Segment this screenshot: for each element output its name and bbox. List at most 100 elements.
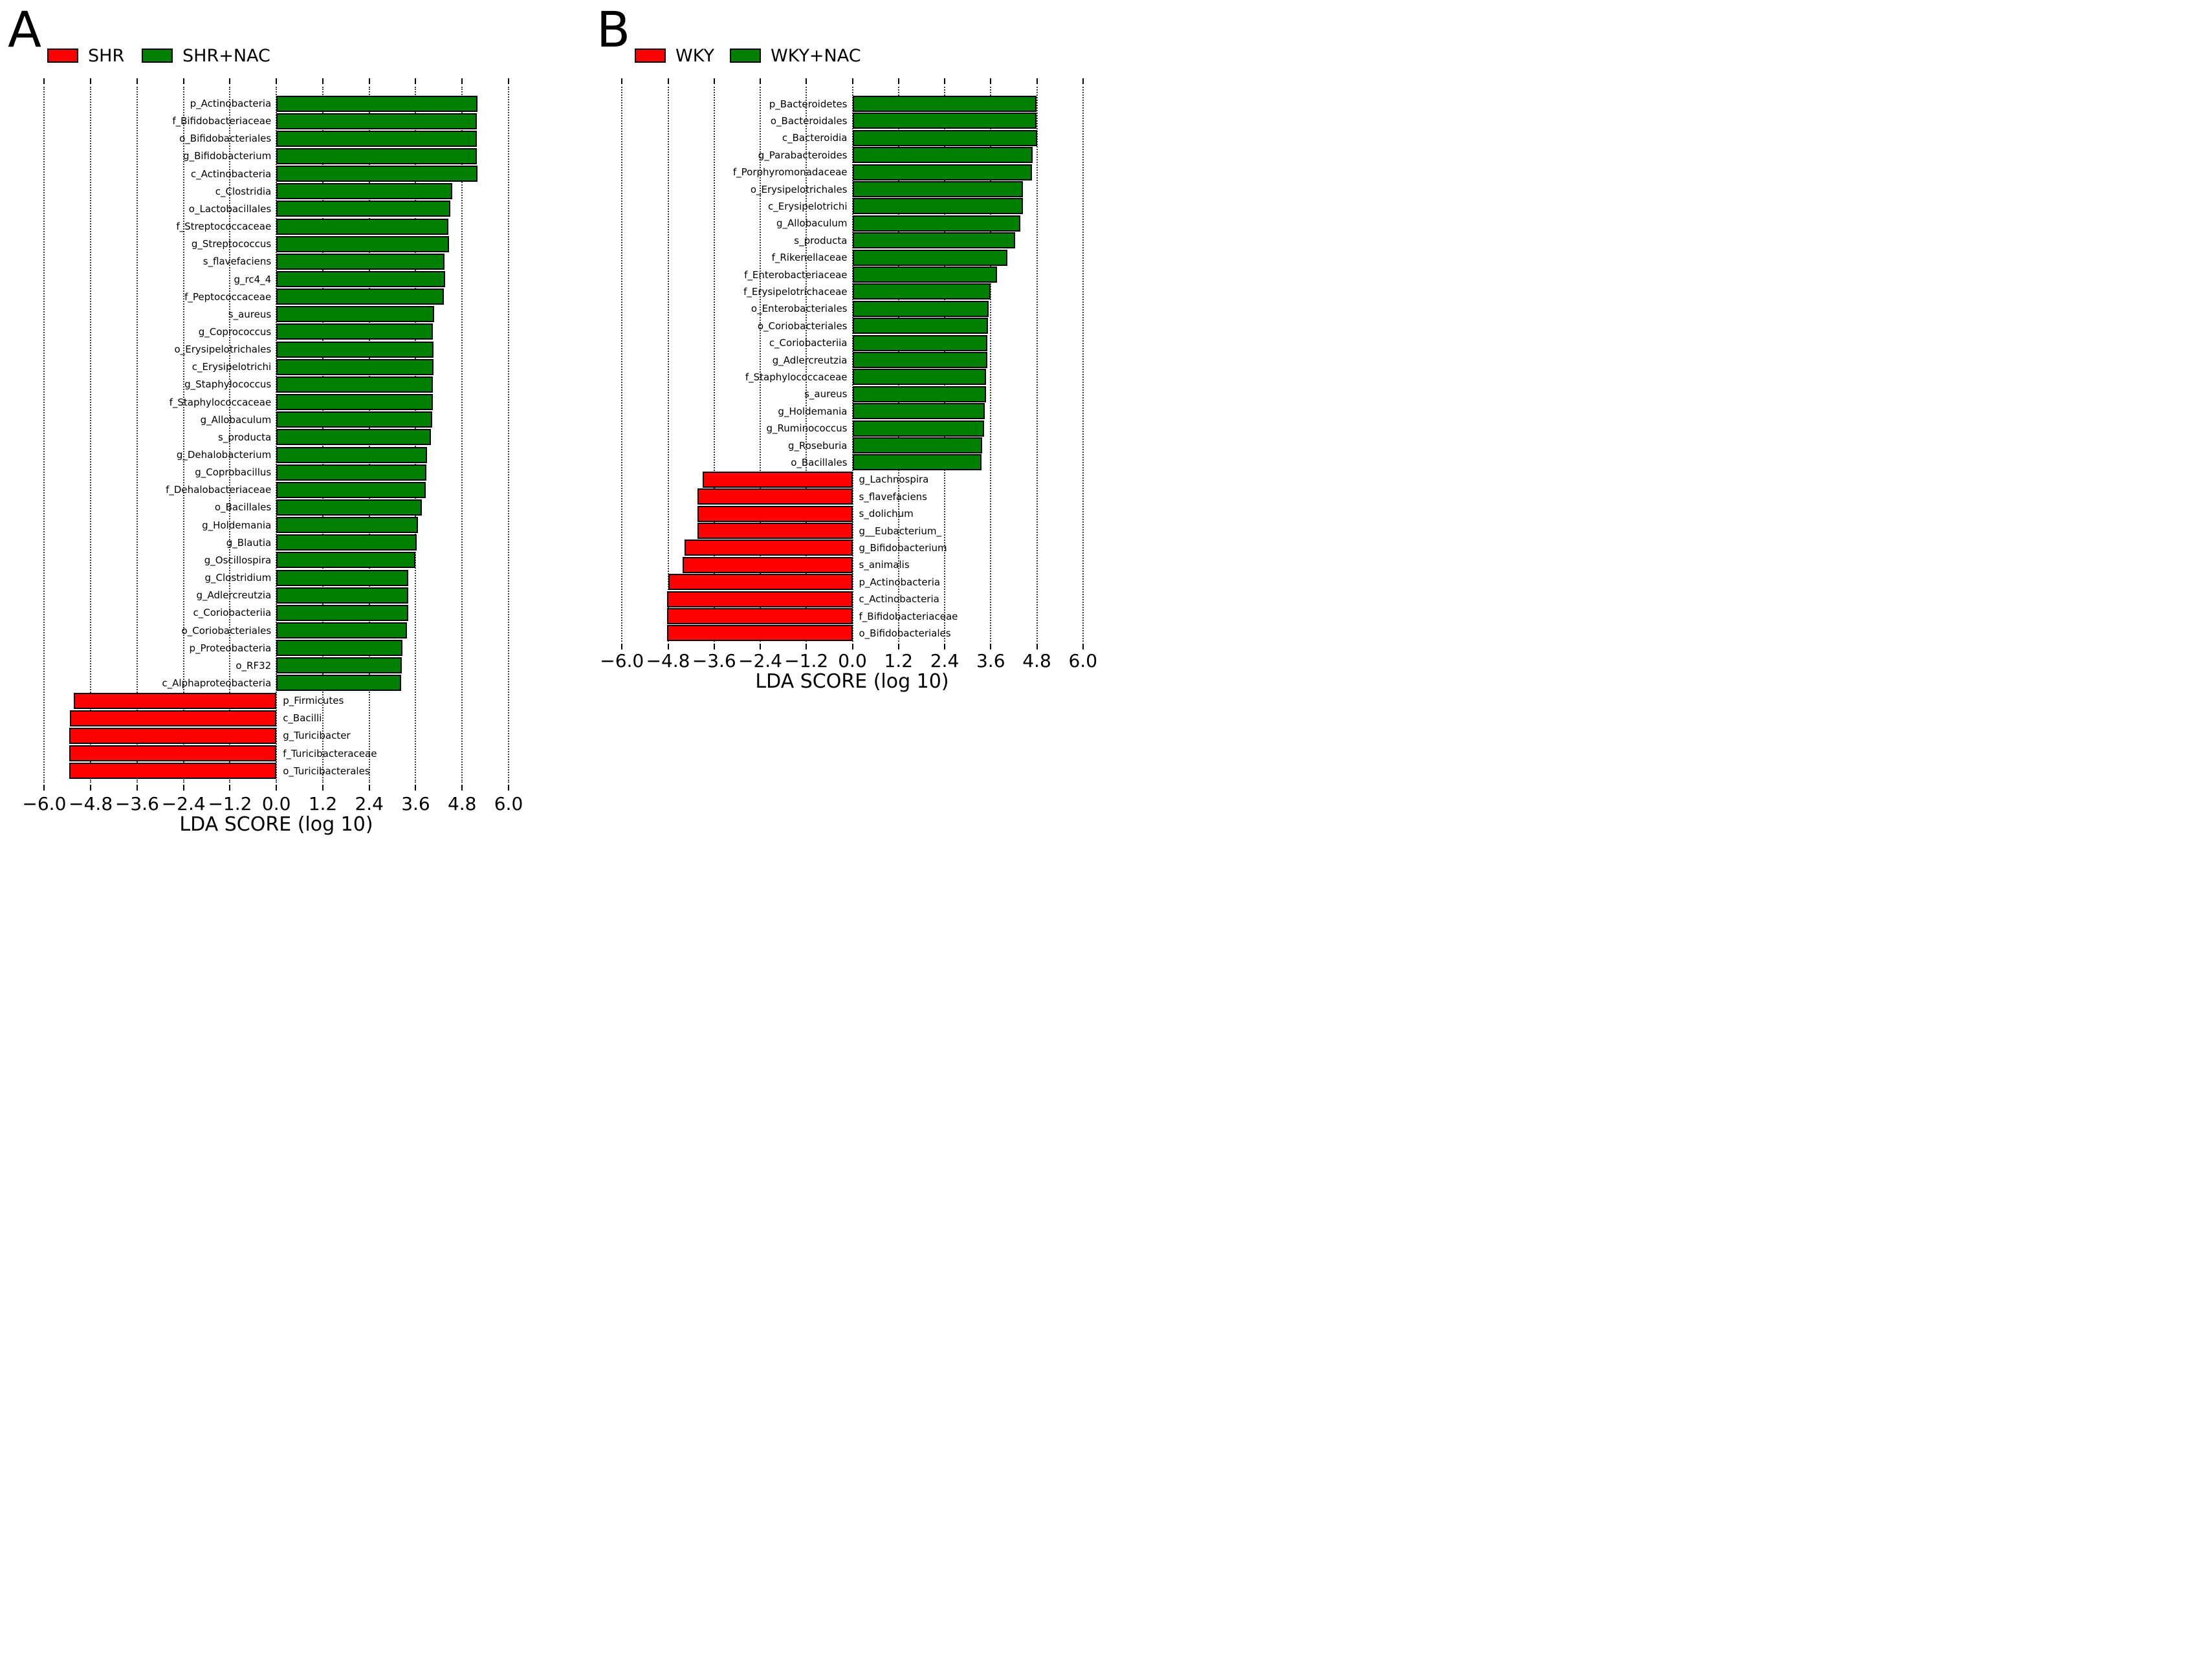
axis-tick-top xyxy=(897,78,899,84)
taxon-label: g_Oscillospira xyxy=(204,554,272,566)
axis-tick-top xyxy=(806,78,807,84)
lda-bar xyxy=(683,556,853,573)
lda-bar xyxy=(276,201,451,217)
panel-a-letter: A xyxy=(8,1,41,58)
lda-bar xyxy=(69,727,277,744)
axis-tick-label: 1.2 xyxy=(884,650,914,671)
axis-tick-bottom xyxy=(667,644,669,649)
taxon-label: g_Roseburia xyxy=(787,439,848,452)
lda-bar xyxy=(666,608,853,624)
taxon-label: g_Lachnospira xyxy=(859,474,929,486)
lda-bar xyxy=(276,675,401,692)
taxon-label: f_Enterobacteriaceae xyxy=(744,268,848,281)
lda-bar xyxy=(685,540,853,556)
taxon-label: g_Blautia xyxy=(226,536,272,549)
panel-a-x-axis-label: LDA SCORE (log 10) xyxy=(179,813,373,836)
taxon-label: o_Bifidobacteriales xyxy=(859,627,951,639)
axis-tick-top xyxy=(990,78,992,84)
taxon-label: o_Coriobacteriales xyxy=(181,624,272,637)
lda-bar xyxy=(702,471,853,488)
axis-tick-bottom xyxy=(43,785,45,791)
axis-tick-label: 1.2 xyxy=(308,793,338,814)
taxon-label: c_Clostridia xyxy=(215,185,272,197)
taxon-label: g_rc4_4 xyxy=(234,273,272,285)
taxon-label: g_Allobaculum xyxy=(776,217,848,230)
lda-bar xyxy=(852,147,1033,164)
axis-tick-bottom xyxy=(944,644,945,649)
taxon-label: s_flavefaciens xyxy=(203,256,272,268)
axis-tick-top xyxy=(415,78,417,84)
lda-bar xyxy=(852,232,1015,249)
lefse-lda-figure: A SHR SHR+NAC −6.0 −4.8 −3.6 −2.4 −1.2 0.0 1.2… xyxy=(0,0,1102,840)
gridline xyxy=(1036,87,1038,642)
gridline xyxy=(990,87,992,642)
lda-bar xyxy=(852,386,986,402)
lda-bar xyxy=(852,198,1023,215)
taxon-label: o_Bacteroidales xyxy=(770,115,848,127)
taxon-label: g_Parabacteroides xyxy=(758,149,848,161)
taxon-label: c_Bacilli xyxy=(283,712,322,725)
taxon-label: s_aureus xyxy=(804,388,848,400)
taxon-label: f_Staphylococcaceae xyxy=(745,371,848,383)
axis-tick-top xyxy=(508,78,509,84)
lda-bar xyxy=(667,591,853,607)
lda-bar xyxy=(276,499,422,516)
taxon-label: f_Peptococcaceae xyxy=(184,290,272,303)
panel-b-x-axis-label: LDA SCORE (log 10) xyxy=(755,670,949,693)
gridline xyxy=(136,87,138,783)
lda-bar xyxy=(276,411,433,428)
axis-tick-top xyxy=(276,78,278,84)
lda-bar xyxy=(276,166,477,182)
gridline xyxy=(621,87,623,642)
lda-bar xyxy=(276,481,426,498)
taxon-label: g_Coprococcus xyxy=(198,325,272,338)
taxon-label: p_Bacteroidetes xyxy=(769,98,848,110)
lda-bar xyxy=(276,95,478,112)
taxon-label: f_Streptococcaceae xyxy=(176,221,272,233)
legend-swatch-shr xyxy=(47,49,78,63)
lda-bar xyxy=(276,147,477,164)
axis-tick-label: 0.0 xyxy=(261,793,291,814)
legend-swatch-shr-nac xyxy=(142,49,173,63)
lda-bar xyxy=(852,420,985,437)
lda-bar xyxy=(852,437,982,453)
taxon-label: o_Coriobacteriales xyxy=(757,320,848,332)
taxon-label: s_animalis xyxy=(859,559,910,571)
gridline xyxy=(806,87,807,642)
axis-tick-bottom xyxy=(760,644,761,649)
taxon-label: f_Turicibacteraceae xyxy=(283,747,377,759)
lda-bar xyxy=(852,352,987,368)
lda-bar xyxy=(276,604,408,621)
lda-bar xyxy=(69,763,277,780)
axis-tick-bottom xyxy=(897,644,899,649)
lda-bar xyxy=(276,394,433,411)
lda-bar xyxy=(276,446,427,463)
taxon-label: c_Actinobacteria xyxy=(859,593,939,605)
lda-bar xyxy=(852,334,987,351)
taxon-label: s_dolichum xyxy=(859,508,914,520)
lda-bar xyxy=(852,403,985,420)
axis-tick-label: 3.6 xyxy=(401,793,430,814)
taxon-label: g_Holdemania xyxy=(778,405,848,417)
taxon-label: f_Dehalobacteriaceae xyxy=(166,484,272,496)
axis-tick-label: 3.6 xyxy=(976,650,1005,671)
taxon-label: s_producta xyxy=(218,431,272,443)
lda-bar xyxy=(852,96,1037,112)
taxon-label: o_Erysipelotrichales xyxy=(174,344,272,356)
axis-tick-top xyxy=(944,78,945,84)
taxon-label: f_Rikenellaceae xyxy=(771,252,848,264)
taxon-label: g_Holdemania xyxy=(202,519,272,531)
axis-tick-top xyxy=(136,78,138,84)
lda-bar xyxy=(276,341,433,358)
taxon-label: s_producta xyxy=(794,234,848,246)
lda-bar xyxy=(276,376,433,393)
axis-tick-label: 6.0 xyxy=(1068,650,1098,671)
taxon-label: g_Coprobacillus xyxy=(195,466,272,479)
lda-bar xyxy=(276,218,449,235)
taxon-label: f_Staphylococcaceae xyxy=(169,396,272,408)
axis-tick-top xyxy=(621,78,623,84)
lda-bar xyxy=(276,253,445,270)
gridline xyxy=(90,87,92,783)
gridline xyxy=(667,87,669,642)
taxon-label: p_Firmicutes xyxy=(283,695,344,707)
